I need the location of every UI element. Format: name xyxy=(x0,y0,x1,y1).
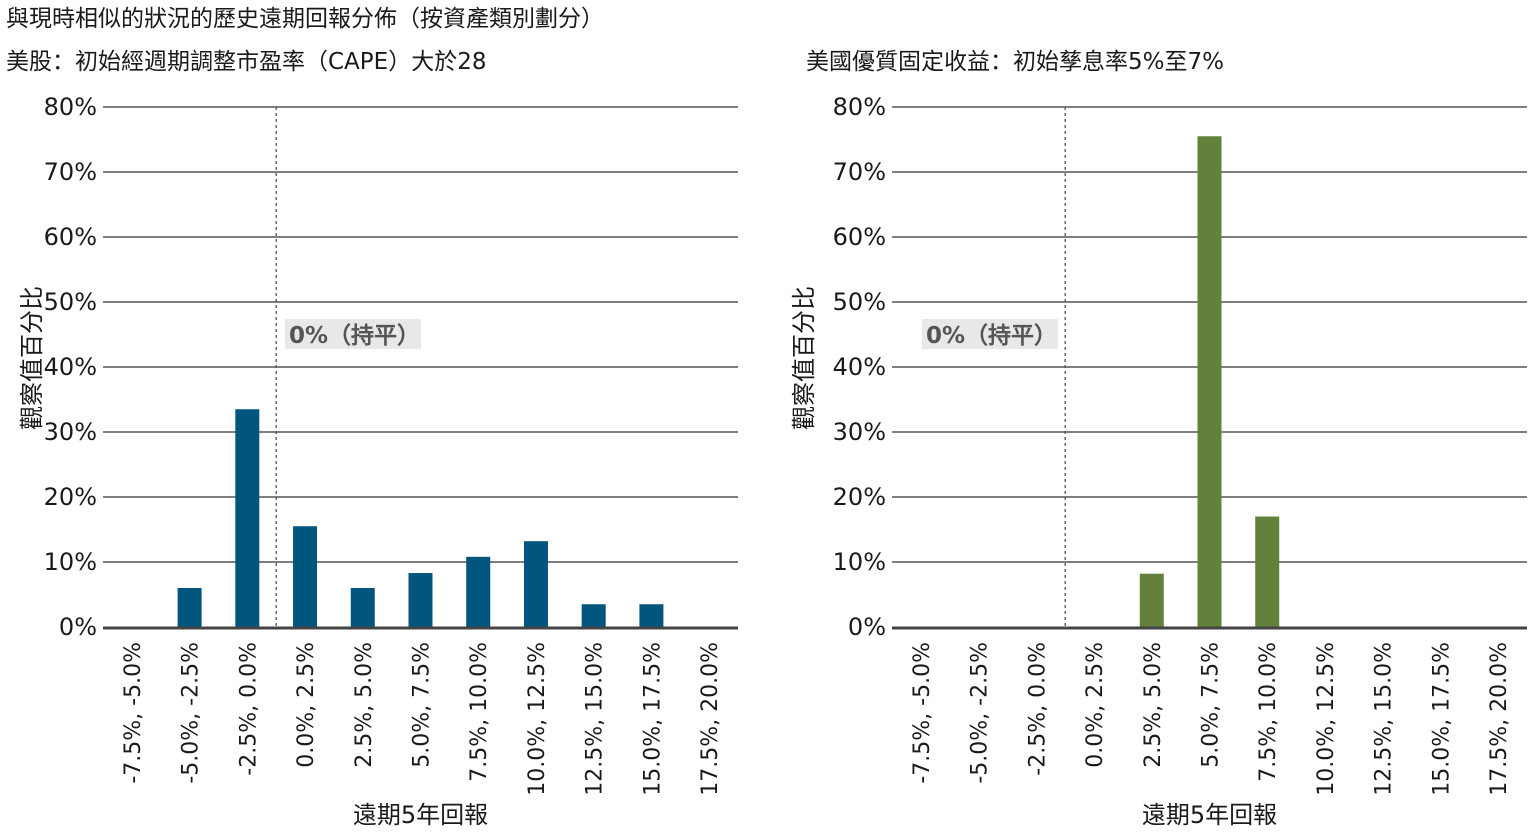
annotation-background xyxy=(285,319,421,349)
x-tick-label: -2.5%, 0.0% xyxy=(236,642,261,776)
y-tick-label: 20% xyxy=(44,483,97,511)
y-tick-label: 60% xyxy=(44,223,97,251)
y-axis-title: 觀察值百分比 xyxy=(18,286,46,430)
x-tick-label: 15.0%, 17.5% xyxy=(1429,642,1454,796)
bar xyxy=(581,604,606,627)
y-axis-title: 觀察值百分比 xyxy=(790,286,818,430)
x-tick-label: 5.0%, 7.5% xyxy=(410,642,435,768)
y-tick-label: 50% xyxy=(833,288,886,316)
bar xyxy=(177,588,202,627)
page-title: 與現時相似的狀況的歷史遠期回報分佈（按資產類別劃分） xyxy=(6,6,604,32)
bar xyxy=(639,604,664,627)
x-tick-label: 12.5%, 15.0% xyxy=(583,642,608,796)
y-tick-label: 60% xyxy=(833,223,886,251)
x-tick-label: 0.0%, 2.5% xyxy=(1083,642,1108,768)
y-tick-label: 70% xyxy=(833,158,886,186)
bar xyxy=(466,556,491,627)
bar xyxy=(293,526,318,627)
y-tick-label: 0% xyxy=(59,613,97,641)
y-tick-label: 80% xyxy=(44,93,97,121)
y-tick-label: 30% xyxy=(44,418,97,446)
x-tick-label: 10.0%, 12.5% xyxy=(525,642,550,796)
y-tick-label: 80% xyxy=(833,93,886,121)
x-tick-label: -7.5%, -5.0% xyxy=(910,642,935,784)
x-tick-label: -7.5%, -5.0% xyxy=(121,642,146,784)
x-tick-label: 7.5%, 10.0% xyxy=(1256,642,1281,782)
x-tick-label: 15.0%, 17.5% xyxy=(640,642,665,796)
y-tick-label: 40% xyxy=(44,353,97,381)
x-tick-label: -5.0%, -2.5% xyxy=(968,642,993,784)
x-tick-label: 2.5%, 5.0% xyxy=(1141,642,1166,768)
x-tick-label: 7.5%, 10.0% xyxy=(467,642,492,782)
x-tick-label: 0.0%, 2.5% xyxy=(294,642,319,768)
y-tick-label: 20% xyxy=(833,483,886,511)
y-tick-label: 30% xyxy=(833,418,886,446)
annotation-label: 0%（持平） xyxy=(289,322,420,349)
chart-title-fixed-income: 美國優質固定收益：初始孳息率5%至7% xyxy=(806,49,1224,75)
bar xyxy=(1139,573,1164,627)
x-tick-label: 2.5%, 5.0% xyxy=(352,642,377,768)
x-axis-title: 遠期5年回報 xyxy=(353,801,488,829)
bar xyxy=(1197,136,1222,627)
bar xyxy=(408,573,433,627)
y-tick-label: 10% xyxy=(833,548,886,576)
x-tick-label: 17.5%, 20.0% xyxy=(698,642,723,796)
y-tick-label: 10% xyxy=(44,548,97,576)
bar xyxy=(235,409,260,627)
bar xyxy=(523,541,548,627)
x-tick-label: -5.0%, -2.5% xyxy=(179,642,204,784)
annotation-background xyxy=(922,319,1058,349)
bar xyxy=(1255,516,1280,627)
annotation-label: 0%（持平） xyxy=(926,322,1057,349)
x-tick-label: 17.5%, 20.0% xyxy=(1487,642,1512,796)
y-tick-label: 50% xyxy=(44,288,97,316)
bar xyxy=(350,588,375,627)
y-tick-label: 0% xyxy=(848,613,886,641)
x-tick-label: -2.5%, 0.0% xyxy=(1025,642,1050,776)
x-axis-title: 遠期5年回報 xyxy=(1142,801,1277,829)
x-tick-label: 12.5%, 15.0% xyxy=(1372,642,1397,796)
x-tick-label: 10.0%, 12.5% xyxy=(1314,642,1339,796)
y-tick-label: 70% xyxy=(44,158,97,186)
chart-title-equity: 美股：初始經週期調整市盈率（CAPE）大於28 xyxy=(6,49,487,75)
y-tick-label: 40% xyxy=(833,353,886,381)
x-tick-label: 5.0%, 7.5% xyxy=(1199,642,1224,768)
